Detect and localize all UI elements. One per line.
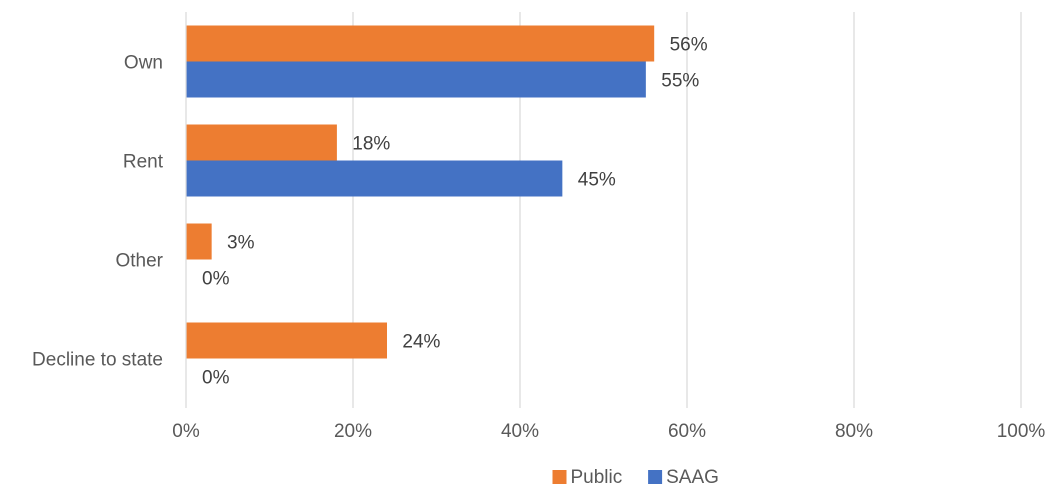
- x-tick-label-100: 100%: [997, 421, 1046, 442]
- x-tick-label-80: 80%: [835, 421, 873, 442]
- bar-saag-own: [186, 61, 646, 98]
- bar-public-own: [186, 25, 655, 62]
- legend-swatch-saag: [648, 470, 663, 484]
- legend: Public SAAG: [552, 467, 719, 488]
- category-label-rent: Rent: [123, 152, 164, 173]
- bar-saag-rent: [186, 160, 563, 197]
- bars: [186, 25, 655, 359]
- data-label-saag-rent: 45%: [578, 170, 616, 191]
- data-label-public-rent: 18%: [352, 134, 390, 155]
- data-label-saag-decline-to-state: 0%: [202, 368, 230, 389]
- data-label-public-decline-to-state: 24%: [402, 332, 440, 353]
- x-tick-label-20: 20%: [334, 421, 372, 442]
- category-label-decline-to-state: Decline to state: [32, 350, 163, 371]
- data-label-public-own: 56%: [670, 35, 708, 56]
- x-tick-label-40: 40%: [501, 421, 539, 442]
- data-label-saag-own: 55%: [661, 71, 699, 92]
- bar-public-rent: [186, 124, 337, 161]
- x-tick-label-60: 60%: [668, 421, 706, 442]
- x-tick-labels: 0% 20% 40% 60% 80% 100%: [172, 421, 1045, 442]
- bar-public-other: [186, 223, 212, 260]
- bar-public-decline-to-state: [186, 322, 387, 359]
- legend-label-public: Public: [571, 467, 623, 488]
- category-label-other: Other: [115, 251, 163, 272]
- data-labels: 56% 55% 18% 45% 3% 0% 24% 0%: [202, 35, 708, 389]
- x-tick-label-0: 0%: [172, 421, 200, 442]
- legend-label-saag: SAAG: [666, 467, 719, 488]
- legend-swatch-public: [552, 470, 567, 484]
- data-label-saag-other: 0%: [202, 269, 230, 290]
- category-labels: Own Rent Other Decline to state: [32, 53, 164, 371]
- data-label-public-other: 3%: [227, 233, 255, 254]
- category-label-own: Own: [124, 53, 163, 74]
